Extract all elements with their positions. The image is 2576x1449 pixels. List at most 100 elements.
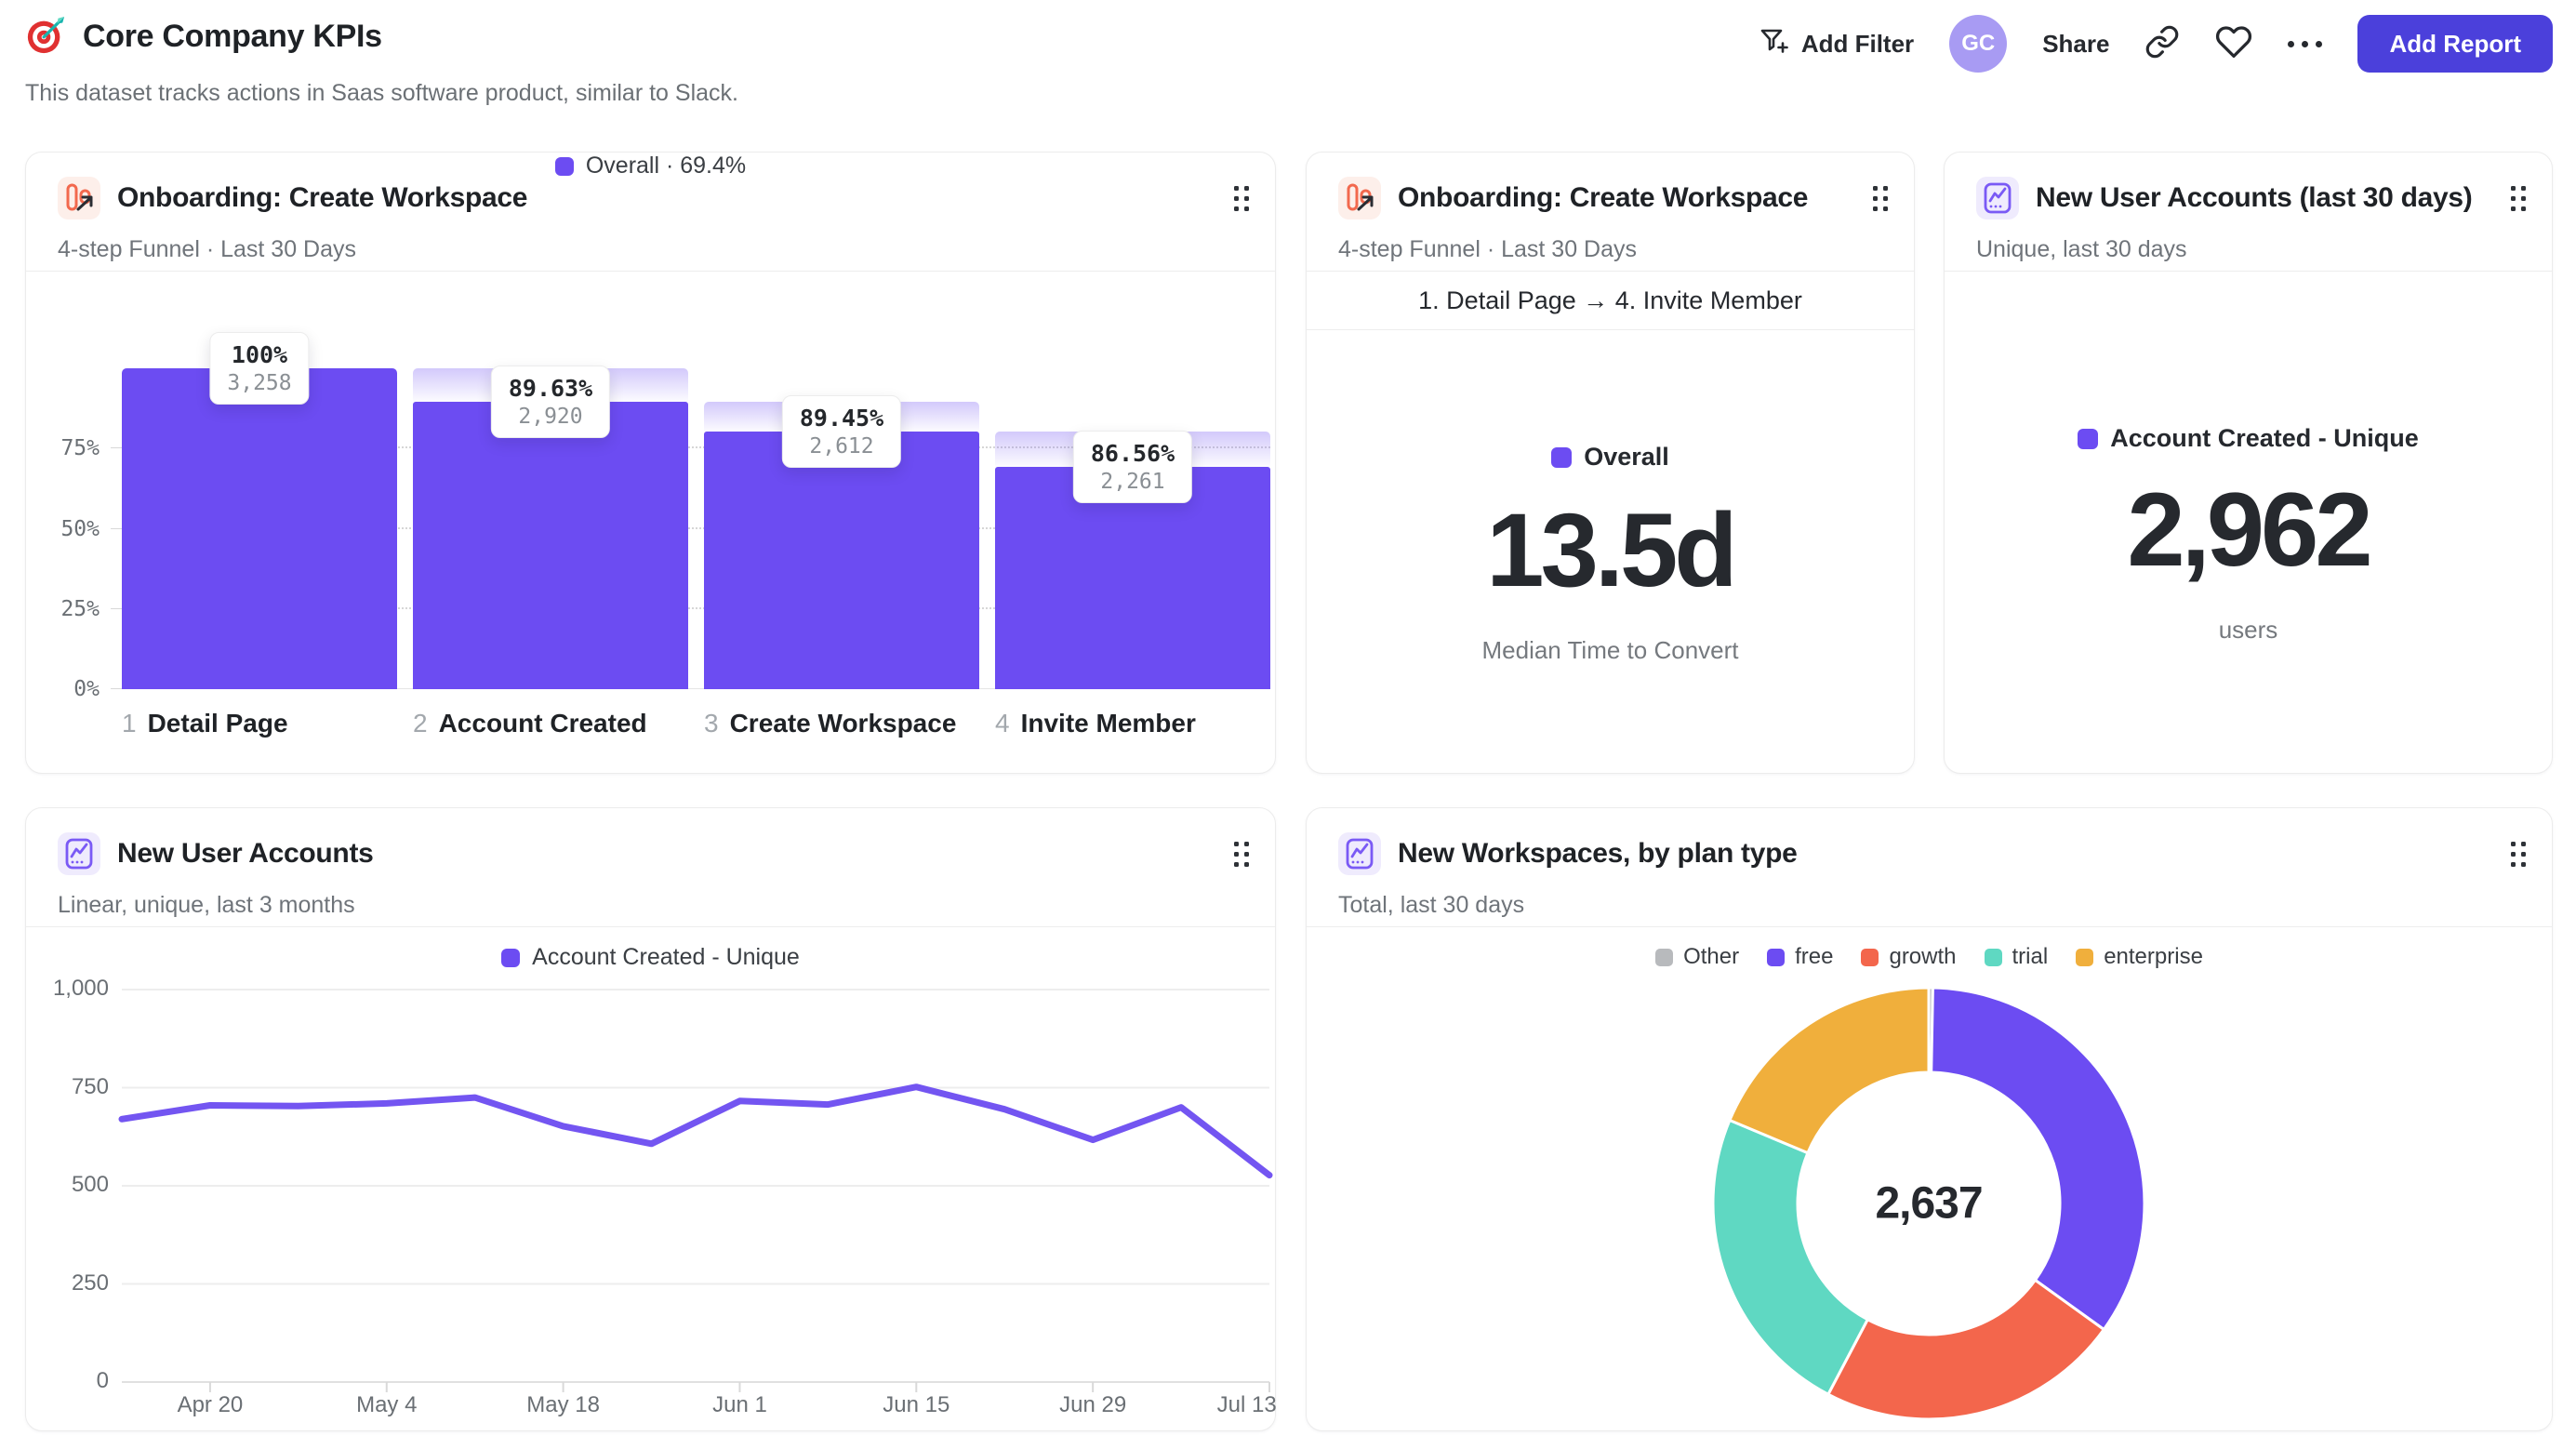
- card-new-workspaces-by-plan: New Workspaces, by plan type Total, last…: [1306, 807, 2553, 1431]
- funnel-y-tick-label: 0%: [73, 677, 100, 701]
- avatar[interactable]: GC: [1949, 15, 2008, 73]
- trend-line-account-created-unique[interactable]: [118, 1083, 1273, 1179]
- drag-handle-icon[interactable]: [1234, 185, 1249, 211]
- card-subtitle: Linear, unique, last 3 months: [58, 892, 355, 918]
- legend-swatch: [2076, 948, 2094, 966]
- funnel-value-tooltip: 89.63% 2,920: [490, 365, 611, 438]
- metric-legend: Overall: [1307, 443, 1914, 472]
- funnel-user-count: 2,261: [1100, 469, 1165, 494]
- funnel-value-tooltip: 86.56% 2,261: [1072, 430, 1193, 503]
- funnel-chart-icon: [58, 177, 100, 219]
- legend-swatch: [1984, 948, 2002, 966]
- legend-label: Overall: [1584, 443, 1669, 471]
- step-number: 2: [413, 709, 428, 738]
- legend-swatch: [1861, 948, 1879, 966]
- legend-item-growth[interactable]: growth: [1861, 944, 1957, 970]
- legend-item-enterprise[interactable]: enterprise: [2076, 944, 2203, 970]
- funnel-y-tick-label: 25%: [60, 596, 100, 621]
- funnel-legend: Overall · 69.4%: [26, 153, 1275, 179]
- legend-item-other[interactable]: Other: [1655, 944, 1739, 970]
- card-title[interactable]: Onboarding: Create Workspace: [117, 182, 528, 213]
- trend-x-tick-label: Jun 1: [712, 1392, 767, 1417]
- funnel-user-count: 2,920: [518, 404, 583, 429]
- filter-plus-icon: [1759, 25, 1790, 63]
- drag-handle-icon[interactable]: [1234, 841, 1249, 867]
- share-button[interactable]: Share: [2042, 30, 2109, 59]
- legend-label: Account Created - Unique: [2110, 424, 2419, 452]
- funnel-axis-tick: [111, 447, 122, 449]
- funnel-step-range: 1. Detail Page → 4. Invite Member: [1307, 272, 1914, 330]
- page-header: Core Company KPIs: [25, 13, 382, 60]
- step-number: 3: [704, 709, 719, 738]
- line-chart-icon: [58, 832, 100, 875]
- funnel-gridline: [122, 526, 1270, 529]
- drag-handle-icon[interactable]: [2511, 185, 2526, 211]
- funnel-y-tick-label: 50%: [60, 516, 100, 541]
- funnel-gridline: [122, 446, 1270, 449]
- step-name: Create Workspace: [729, 709, 957, 738]
- divider: [26, 926, 1275, 927]
- card-title[interactable]: New Workspaces, by plan type: [1398, 838, 1798, 869]
- funnel-axis-tick: [111, 688, 122, 689]
- funnel-axis-tick: [111, 607, 122, 609]
- card-title[interactable]: New User Accounts (last 30 days): [2036, 182, 2473, 213]
- trend-x-tick-label: Jun 15: [883, 1392, 950, 1417]
- metric-caption: users: [2218, 616, 2278, 644]
- funnel-bar-create-workspace[interactable]: [704, 432, 979, 689]
- funnel-conversion-pct: 89.45%: [799, 405, 884, 432]
- step-name: Account Created: [438, 709, 647, 738]
- avatar-initials: GC: [1961, 31, 1996, 56]
- legend-item-free[interactable]: free: [1767, 944, 1833, 970]
- funnel-step-label: 2 Account Created: [413, 709, 647, 738]
- funnel-chart-icon: [1338, 177, 1381, 219]
- card-new-user-accounts-trend: New User Accounts Linear, unique, last 3…: [25, 807, 1277, 1431]
- donut-legend: Other free growth trial enterprise: [1307, 944, 2552, 970]
- divider: [1307, 271, 1914, 272]
- funnel-bar-account-created[interactable]: [413, 401, 688, 689]
- card-subtitle: 4-step Funnel · Last 30 Days: [58, 236, 356, 262]
- trend-x-tick-label: Apr 20: [177, 1392, 244, 1417]
- donut-segment-trial[interactable]: [1711, 1118, 1870, 1397]
- card-title[interactable]: New User Accounts: [117, 838, 374, 869]
- legend-item-trial[interactable]: trial: [1984, 944, 2048, 970]
- funnel-value-tooltip: 89.45% 2,612: [781, 395, 902, 469]
- page-title: Core Company KPIs: [83, 19, 382, 54]
- share-label: Share: [2042, 29, 2110, 58]
- card-title[interactable]: Onboarding: Create Workspace: [1398, 182, 1809, 213]
- trend-x-tick-label: May 18: [526, 1392, 600, 1417]
- drag-handle-icon[interactable]: [2511, 841, 2526, 867]
- legend-label: enterprise: [2104, 944, 2203, 969]
- more-options-button[interactable]: [2288, 40, 2323, 47]
- link-icon: [2144, 24, 2180, 64]
- donut-segment-free[interactable]: [1930, 986, 2146, 1332]
- trend-y-tick-label: 1,000: [52, 976, 109, 1001]
- legend-label: Account Created - Unique: [532, 944, 800, 970]
- donut-total-value: 2,637: [1875, 1178, 1983, 1229]
- donut-segment-growth[interactable]: [1826, 1278, 2106, 1421]
- funnel-bar-invite-member[interactable]: [995, 466, 1270, 689]
- target-emoji-icon: [25, 13, 68, 60]
- legend-label: growth: [1889, 944, 1957, 969]
- funnel-bar-detail-page[interactable]: [122, 368, 397, 689]
- legend-label: free: [1795, 944, 1834, 969]
- card-median-time-to-convert: Onboarding: Create Workspace 4-step Funn…: [1306, 152, 1915, 774]
- trend-y-tick-label: 500: [71, 1172, 109, 1197]
- funnel-conversion-pct: 86.56%: [1090, 439, 1175, 467]
- drag-handle-icon[interactable]: [1873, 185, 1888, 211]
- trend-y-tick-label: 750: [71, 1073, 109, 1099]
- donut-segment-enterprise[interactable]: [1728, 986, 1931, 1155]
- funnel-plot-area: 0% 25% 50% 75% 100% 3,258 89.63% 2,920 89.45% 2,6…: [60, 320, 1270, 701]
- copy-link-button[interactable]: [2144, 24, 2180, 64]
- funnel-y-tick-label: 75%: [60, 436, 100, 461]
- favorite-button[interactable]: [2215, 23, 2252, 65]
- metric-legend: Account Created - Unique: [1945, 424, 2552, 453]
- heart-icon: [2215, 23, 2252, 65]
- add-filter-button[interactable]: Add Filter: [1759, 25, 1914, 63]
- legend-label: Other: [1683, 944, 1740, 969]
- trend-x-tick-label: May 4: [356, 1392, 418, 1417]
- line-chart-icon: [1338, 832, 1381, 875]
- add-report-button[interactable]: Add Report: [2357, 15, 2553, 73]
- card-onboarding-funnel: Onboarding: Create Workspace 4-step Funn…: [25, 152, 1276, 774]
- legend-swatch: [1655, 948, 1674, 966]
